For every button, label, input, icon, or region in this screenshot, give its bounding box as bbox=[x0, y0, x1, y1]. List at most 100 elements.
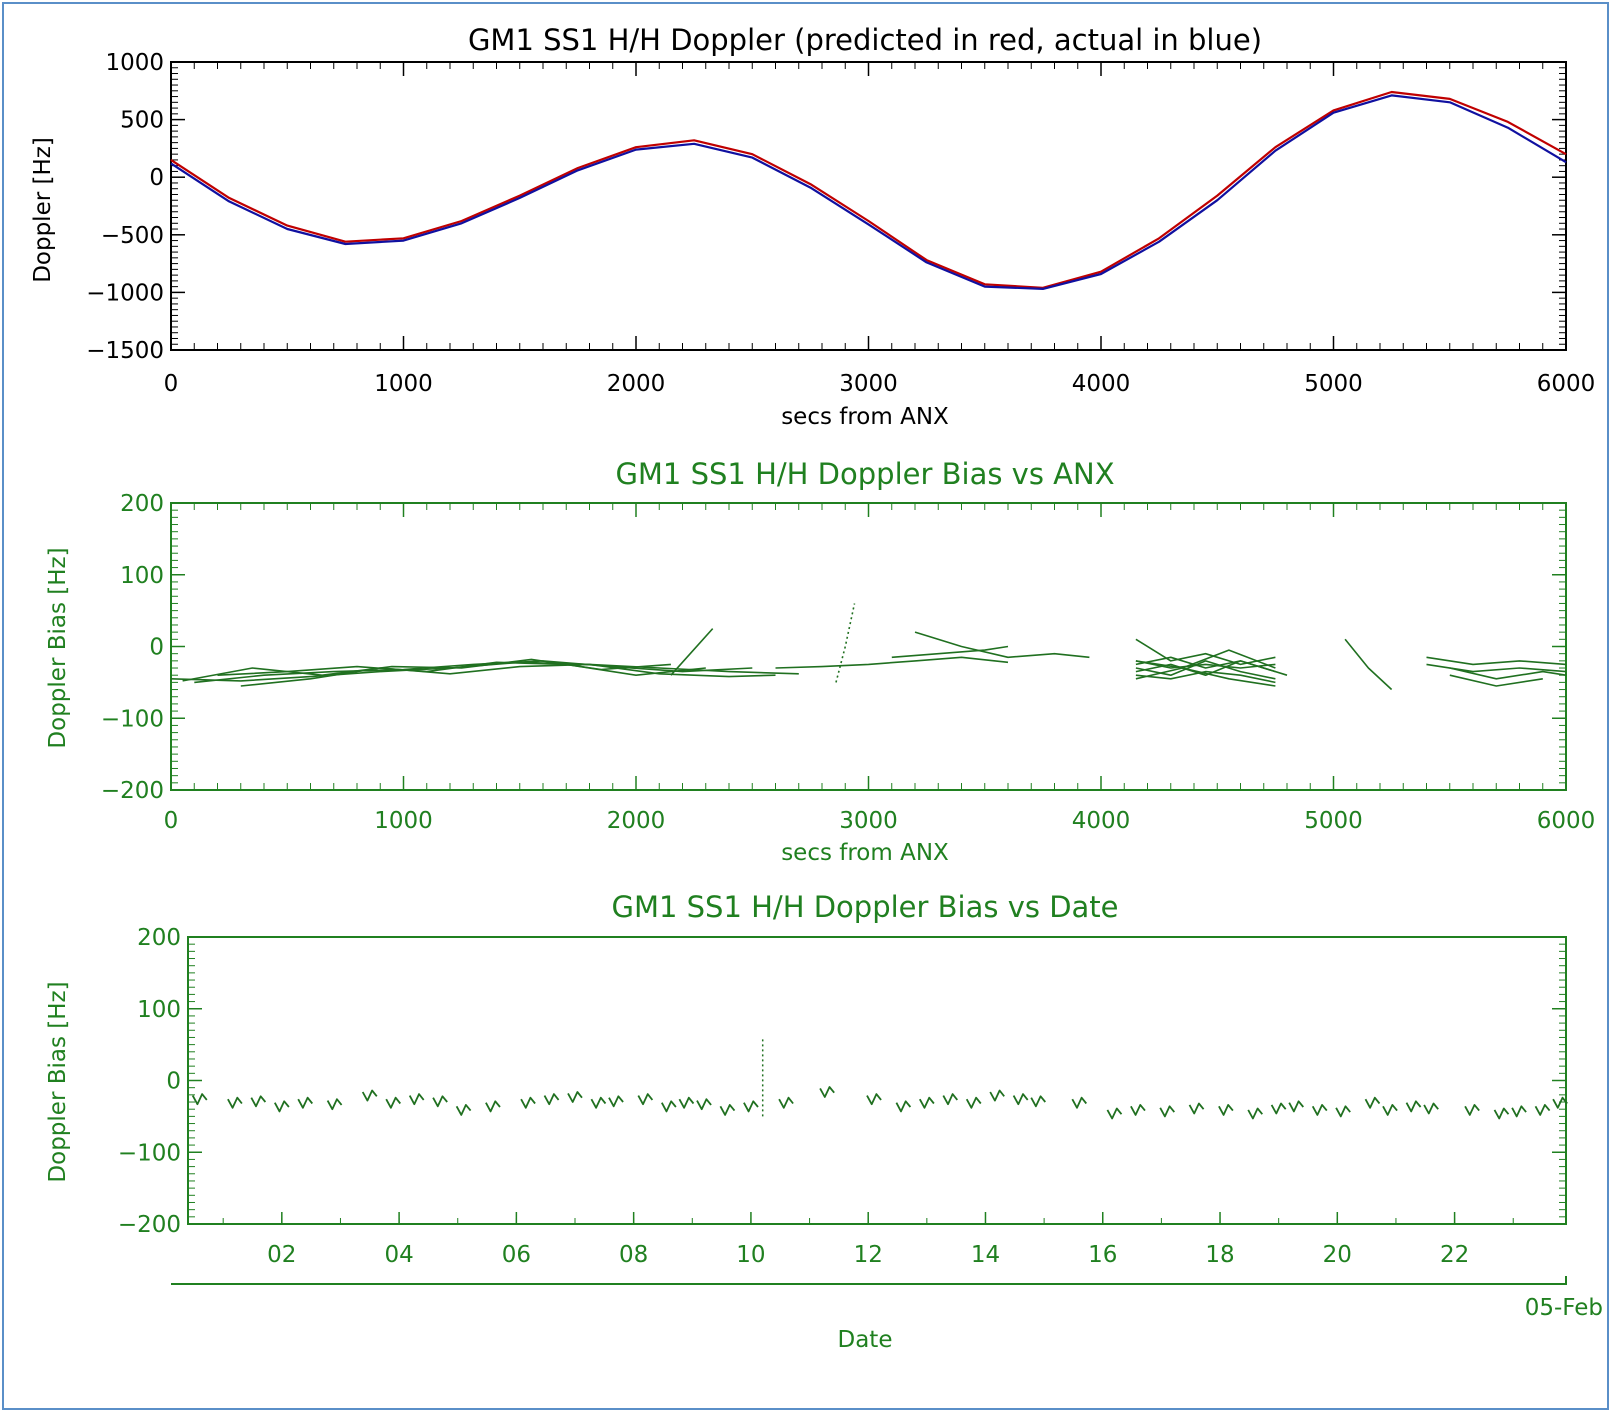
bias-pass-mark bbox=[297, 1096, 313, 1109]
bias-pass-mark bbox=[1106, 1107, 1123, 1120]
bias-pass-mark bbox=[326, 1098, 343, 1111]
panel1-xlabel: secs from ANX bbox=[781, 404, 949, 430]
x-tick-label: 6000 bbox=[1537, 808, 1596, 834]
bias-pass-mark bbox=[274, 1100, 290, 1113]
x-tick-label: 06 bbox=[502, 1242, 531, 1268]
bias-trace bbox=[1344, 638, 1393, 691]
y-tick-label: 200 bbox=[120, 491, 164, 517]
bias-trace bbox=[914, 631, 1090, 659]
panel3-title: GM1 SS1 H/H Doppler Bias vs Date bbox=[611, 890, 1118, 924]
panel3-secondary-axis-label: 05-Feb bbox=[1525, 1295, 1603, 1321]
bias-trace bbox=[1135, 656, 1288, 676]
bias-pass-mark bbox=[408, 1093, 425, 1106]
bias-trace bbox=[217, 661, 706, 677]
x-tick-label: 1000 bbox=[374, 371, 433, 397]
x-tick-label: 3000 bbox=[839, 371, 898, 397]
bias-pass-mark bbox=[866, 1093, 882, 1106]
y-tick-label: −500 bbox=[101, 223, 164, 249]
bias-pass-mark bbox=[778, 1096, 794, 1109]
bias-trace bbox=[891, 645, 1009, 659]
bias-pass-mark bbox=[1311, 1104, 1328, 1116]
x-tick-label: 6000 bbox=[1537, 371, 1596, 397]
bias-pass-mark bbox=[1030, 1095, 1046, 1108]
bias-trace bbox=[775, 656, 1009, 669]
bias-pass-mark bbox=[1247, 1107, 1263, 1120]
y-tick-label: −100 bbox=[118, 1140, 181, 1166]
x-tick-label: 3000 bbox=[839, 808, 898, 834]
bias-trace bbox=[670, 628, 714, 676]
bias-pass-mark bbox=[567, 1091, 583, 1103]
x-tick-label: 4000 bbox=[1072, 808, 1131, 834]
bias-pass-mark bbox=[919, 1096, 935, 1109]
bias-pass-mark bbox=[608, 1095, 624, 1108]
x-tick-label: 10 bbox=[736, 1242, 765, 1268]
bias-trace-dotted bbox=[835, 603, 856, 683]
x-tick-label: 20 bbox=[1323, 1242, 1352, 1268]
x-tick-label: 16 bbox=[1088, 1242, 1117, 1268]
x-tick-label: 0 bbox=[164, 808, 179, 834]
panel1-ylabel: Doppler [Hz] bbox=[30, 137, 56, 283]
panel3-ylabel: Doppler Bias [Hz] bbox=[45, 981, 71, 1182]
bias-trace bbox=[1426, 656, 1567, 666]
x-tick-label: 04 bbox=[384, 1242, 413, 1268]
x-tick-label: 18 bbox=[1205, 1242, 1234, 1268]
y-tick-label: −200 bbox=[118, 1212, 181, 1238]
x-tick-label: 02 bbox=[267, 1242, 296, 1268]
bias-pass-mark bbox=[227, 1096, 243, 1109]
y-tick-label: 0 bbox=[149, 165, 164, 191]
x-tick-label: 22 bbox=[1440, 1242, 1469, 1268]
bias-pass-mark bbox=[696, 1098, 712, 1111]
bias-pass-mark bbox=[191, 1093, 208, 1106]
bias-pass-mark bbox=[942, 1093, 958, 1106]
series-predicted bbox=[170, 90, 1567, 289]
x-tick-label: 12 bbox=[854, 1242, 883, 1268]
series-actual bbox=[170, 94, 1567, 290]
bias-pass-mark bbox=[1552, 1096, 1568, 1109]
bias-pass-mark bbox=[1382, 1104, 1398, 1116]
y-tick-label: 100 bbox=[137, 997, 181, 1023]
panel3-plot: 200 100 0 −100 −200 02 04 06 08 10 12 14 16 18 20 22 bbox=[118, 925, 1568, 1268]
y-tick-label: 100 bbox=[120, 563, 164, 589]
bias-trace bbox=[1449, 674, 1543, 687]
bias-pass-mark bbox=[1159, 1105, 1175, 1118]
bias-trace bbox=[194, 660, 753, 684]
bias-pass-mark bbox=[661, 1100, 677, 1113]
bias-pass-mark bbox=[1188, 1102, 1205, 1115]
bias-trace bbox=[1135, 660, 1276, 669]
panel3-xlabel: Date bbox=[838, 1327, 893, 1353]
bias-pass-mark bbox=[361, 1089, 378, 1102]
panel2-ylabel: Doppler Bias [Hz] bbox=[45, 547, 71, 748]
panel2-title: GM1 SS1 H/H Doppler Bias vs ANX bbox=[615, 457, 1114, 491]
bias-pass-mark bbox=[1270, 1102, 1287, 1115]
bias-pass-mark bbox=[1130, 1104, 1146, 1116]
bias-pass-mark bbox=[637, 1093, 654, 1106]
y-tick-label: −1000 bbox=[86, 280, 164, 306]
bias-pass-mark bbox=[965, 1096, 982, 1109]
bias-pass-mark bbox=[1288, 1100, 1304, 1113]
bias-pass-mark bbox=[485, 1100, 501, 1113]
bias-pass-mark bbox=[520, 1096, 536, 1109]
bias-trace bbox=[240, 663, 776, 687]
x-tick-label: 1000 bbox=[374, 808, 433, 834]
bias-pass-mark bbox=[989, 1089, 1005, 1102]
y-tick-label: −1500 bbox=[86, 338, 164, 364]
bias-trace bbox=[182, 658, 671, 682]
bias-pass-mark bbox=[250, 1095, 267, 1108]
bias-pass-mark bbox=[385, 1096, 401, 1109]
bias-pass-mark bbox=[895, 1100, 912, 1113]
bias-trace bbox=[1135, 670, 1276, 684]
bias-trace bbox=[1135, 638, 1276, 666]
bias-trace bbox=[1135, 649, 1276, 669]
bias-pass-mark bbox=[1364, 1096, 1381, 1109]
x-tick-label: 2000 bbox=[607, 808, 666, 834]
y-tick-label: −100 bbox=[101, 706, 164, 732]
bias-pass-mark bbox=[1218, 1104, 1234, 1116]
bias-pass-mark bbox=[432, 1095, 448, 1108]
y-tick-label: 1000 bbox=[105, 50, 164, 76]
y-tick-label: 0 bbox=[149, 635, 164, 661]
bias-pass-mark bbox=[590, 1096, 607, 1109]
